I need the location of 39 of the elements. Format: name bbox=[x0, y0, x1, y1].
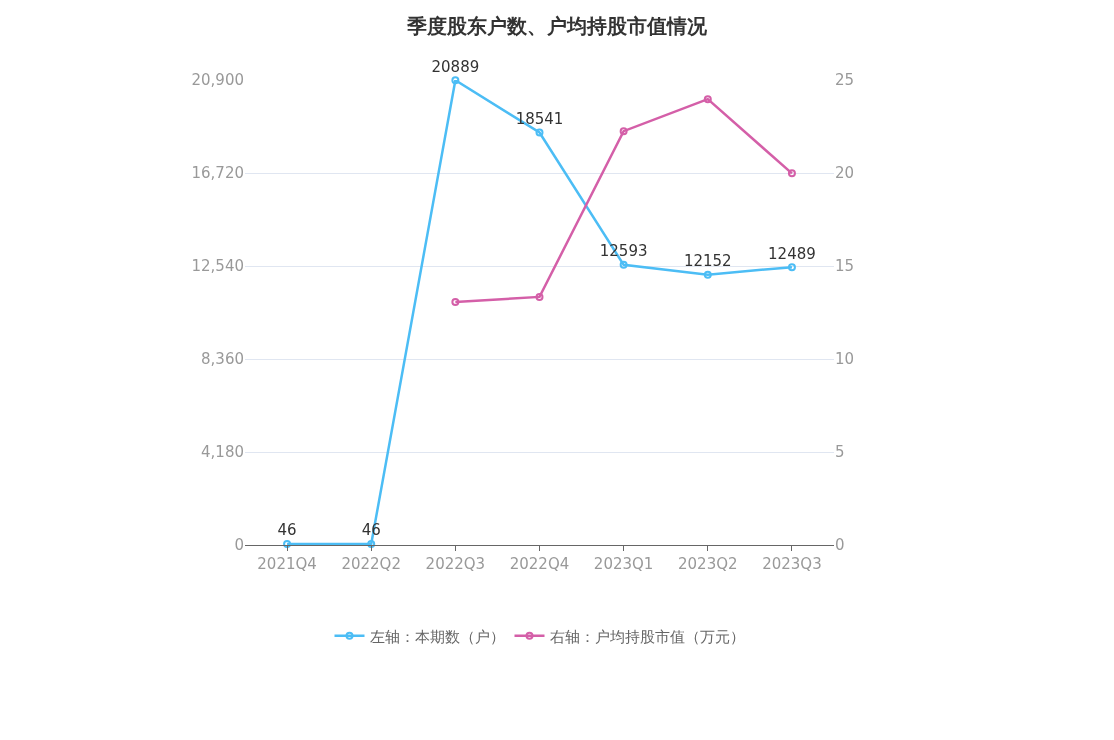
data-label: 20889 bbox=[431, 57, 480, 76]
point bbox=[703, 270, 712, 279]
x-tick-label: 2023Q2 bbox=[678, 555, 738, 573]
x-tick-label: 2022Q2 bbox=[341, 555, 401, 573]
x-tick-label: 2023Q1 bbox=[593, 555, 654, 573]
point bbox=[619, 127, 628, 136]
y2-tick-label: 5 bbox=[835, 443, 845, 462]
data-label: 12489 bbox=[768, 244, 816, 263]
y2-tick-label: 15 bbox=[835, 257, 855, 276]
point bbox=[535, 128, 544, 137]
y-tick-label: 4,180 bbox=[201, 443, 244, 462]
y-tick-label: 0 bbox=[234, 536, 244, 555]
x-tick-label: 2021Q4 bbox=[257, 555, 317, 573]
data-label: 18541 bbox=[515, 109, 564, 128]
data-label: 46 bbox=[277, 521, 297, 540]
chart-title: 季度股东户数、户均持股市值情况 bbox=[406, 13, 708, 38]
legend-label: 左轴：本期数（户） bbox=[369, 627, 505, 646]
point bbox=[787, 169, 796, 178]
point bbox=[451, 76, 460, 85]
y-tick-label: 12,540 bbox=[191, 257, 244, 276]
point bbox=[787, 263, 796, 272]
point bbox=[283, 539, 292, 548]
y2-tick-label: 0 bbox=[835, 536, 845, 555]
point bbox=[619, 260, 628, 269]
x-tick-label: 2022Q3 bbox=[425, 555, 486, 573]
y2-tick-label: 10 bbox=[835, 350, 855, 369]
legend-label: 右轴：户均持股市值（万元） bbox=[549, 627, 745, 646]
x-tick-label: 2023Q3 bbox=[762, 555, 822, 573]
x-tick-label: 2022Q4 bbox=[509, 555, 570, 573]
y2-tick-label: 20 bbox=[835, 164, 855, 183]
point bbox=[367, 539, 376, 548]
point bbox=[451, 297, 460, 306]
data-label: 12152 bbox=[683, 252, 732, 271]
y-tick-label: 8,360 bbox=[201, 350, 244, 369]
y-tick-label: 20,900 bbox=[191, 71, 244, 90]
y-tick-label: 16,720 bbox=[191, 164, 244, 183]
point bbox=[535, 292, 544, 301]
point bbox=[703, 95, 712, 104]
y2-tick-label: 25 bbox=[835, 71, 855, 90]
